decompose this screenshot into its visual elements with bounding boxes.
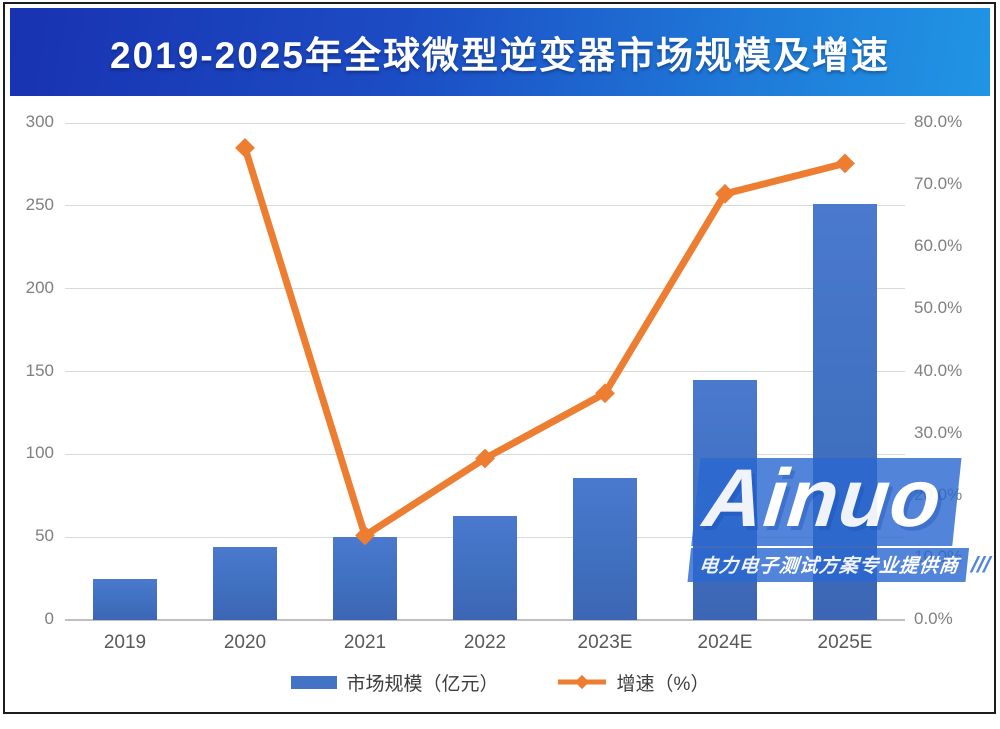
x-axis-label-2022: 2022 [463,632,507,653]
left-axis-tick-200: 200 [25,277,54,297]
left-axis-tick-50: 50 [35,526,54,546]
gridline-150 [65,371,905,372]
watermark-slogan-row: 电力电子测试方案专业提供商/// [687,547,992,582]
watermark-slashes-icon: /// [970,551,992,577]
gridline-300 [65,122,905,124]
left-axis-tick-250: 250 [25,194,54,214]
chart-legend: 市场规模（亿元） 增速（%） [0,664,1000,700]
watermark-brand-logo: Ainuo [691,453,962,546]
gridline-250 [65,205,905,207]
x-axis-label-2021: 2021 [343,632,387,653]
right-axis-tick-70.0%: 70.0% [914,174,963,194]
bar-2023E [573,477,637,620]
watermark-slogan: 电力电子测试方案专业提供商 [687,547,970,582]
right-axis-tick-80.0%: 80.0% [914,112,963,131]
left-axis-tick-0: 0 [44,609,54,628]
gridline-200 [65,288,905,290]
line-series-swatch-icon [557,674,606,690]
legend-item-growth: 增速（%） [557,669,710,696]
legend-item-market-size: 市场规模（亿元） [290,669,499,696]
legend-bar-label: 市场规模（亿元） [346,673,499,695]
right-axis-tick-40.0%: 40.0% [914,360,963,380]
bar-2022 [453,515,517,620]
title-banner: 2019-2025年全球微型逆变器市场规模及增速 [10,8,990,96]
page-title: 2019-2025年全球微型逆变器市场规模及增速 [110,35,890,76]
legend-line-label: 增速（%） [616,673,710,695]
bar-2019 [93,578,157,620]
gridline-0 [65,619,905,621]
right-axis-tick-60.0%: 60.0% [914,236,963,256]
x-axis-label-2025E: 2025E [817,632,873,653]
bar-2020 [213,547,277,620]
right-axis-tick-30.0%: 30.0% [914,422,963,442]
right-axis-tick-50.0%: 50.0% [914,298,963,318]
x-axis-label-2023E: 2023E [577,632,633,653]
right-axis-tick-0.0%: 0.0% [914,609,953,628]
bar-series-swatch-icon [290,675,337,689]
left-axis-tick-300: 300 [25,112,54,131]
left-axis-tick-100: 100 [25,443,54,463]
left-axis-tick-150: 150 [25,360,54,380]
bar-2021 [333,537,397,620]
x-axis-label-2020: 2020 [223,632,267,653]
x-axis-label-2019: 2019 [103,632,147,653]
x-axis-label-2024E: 2024E [697,632,753,653]
watermark: Ainuo 电力电子测试方案专业提供商/// [687,453,1000,582]
